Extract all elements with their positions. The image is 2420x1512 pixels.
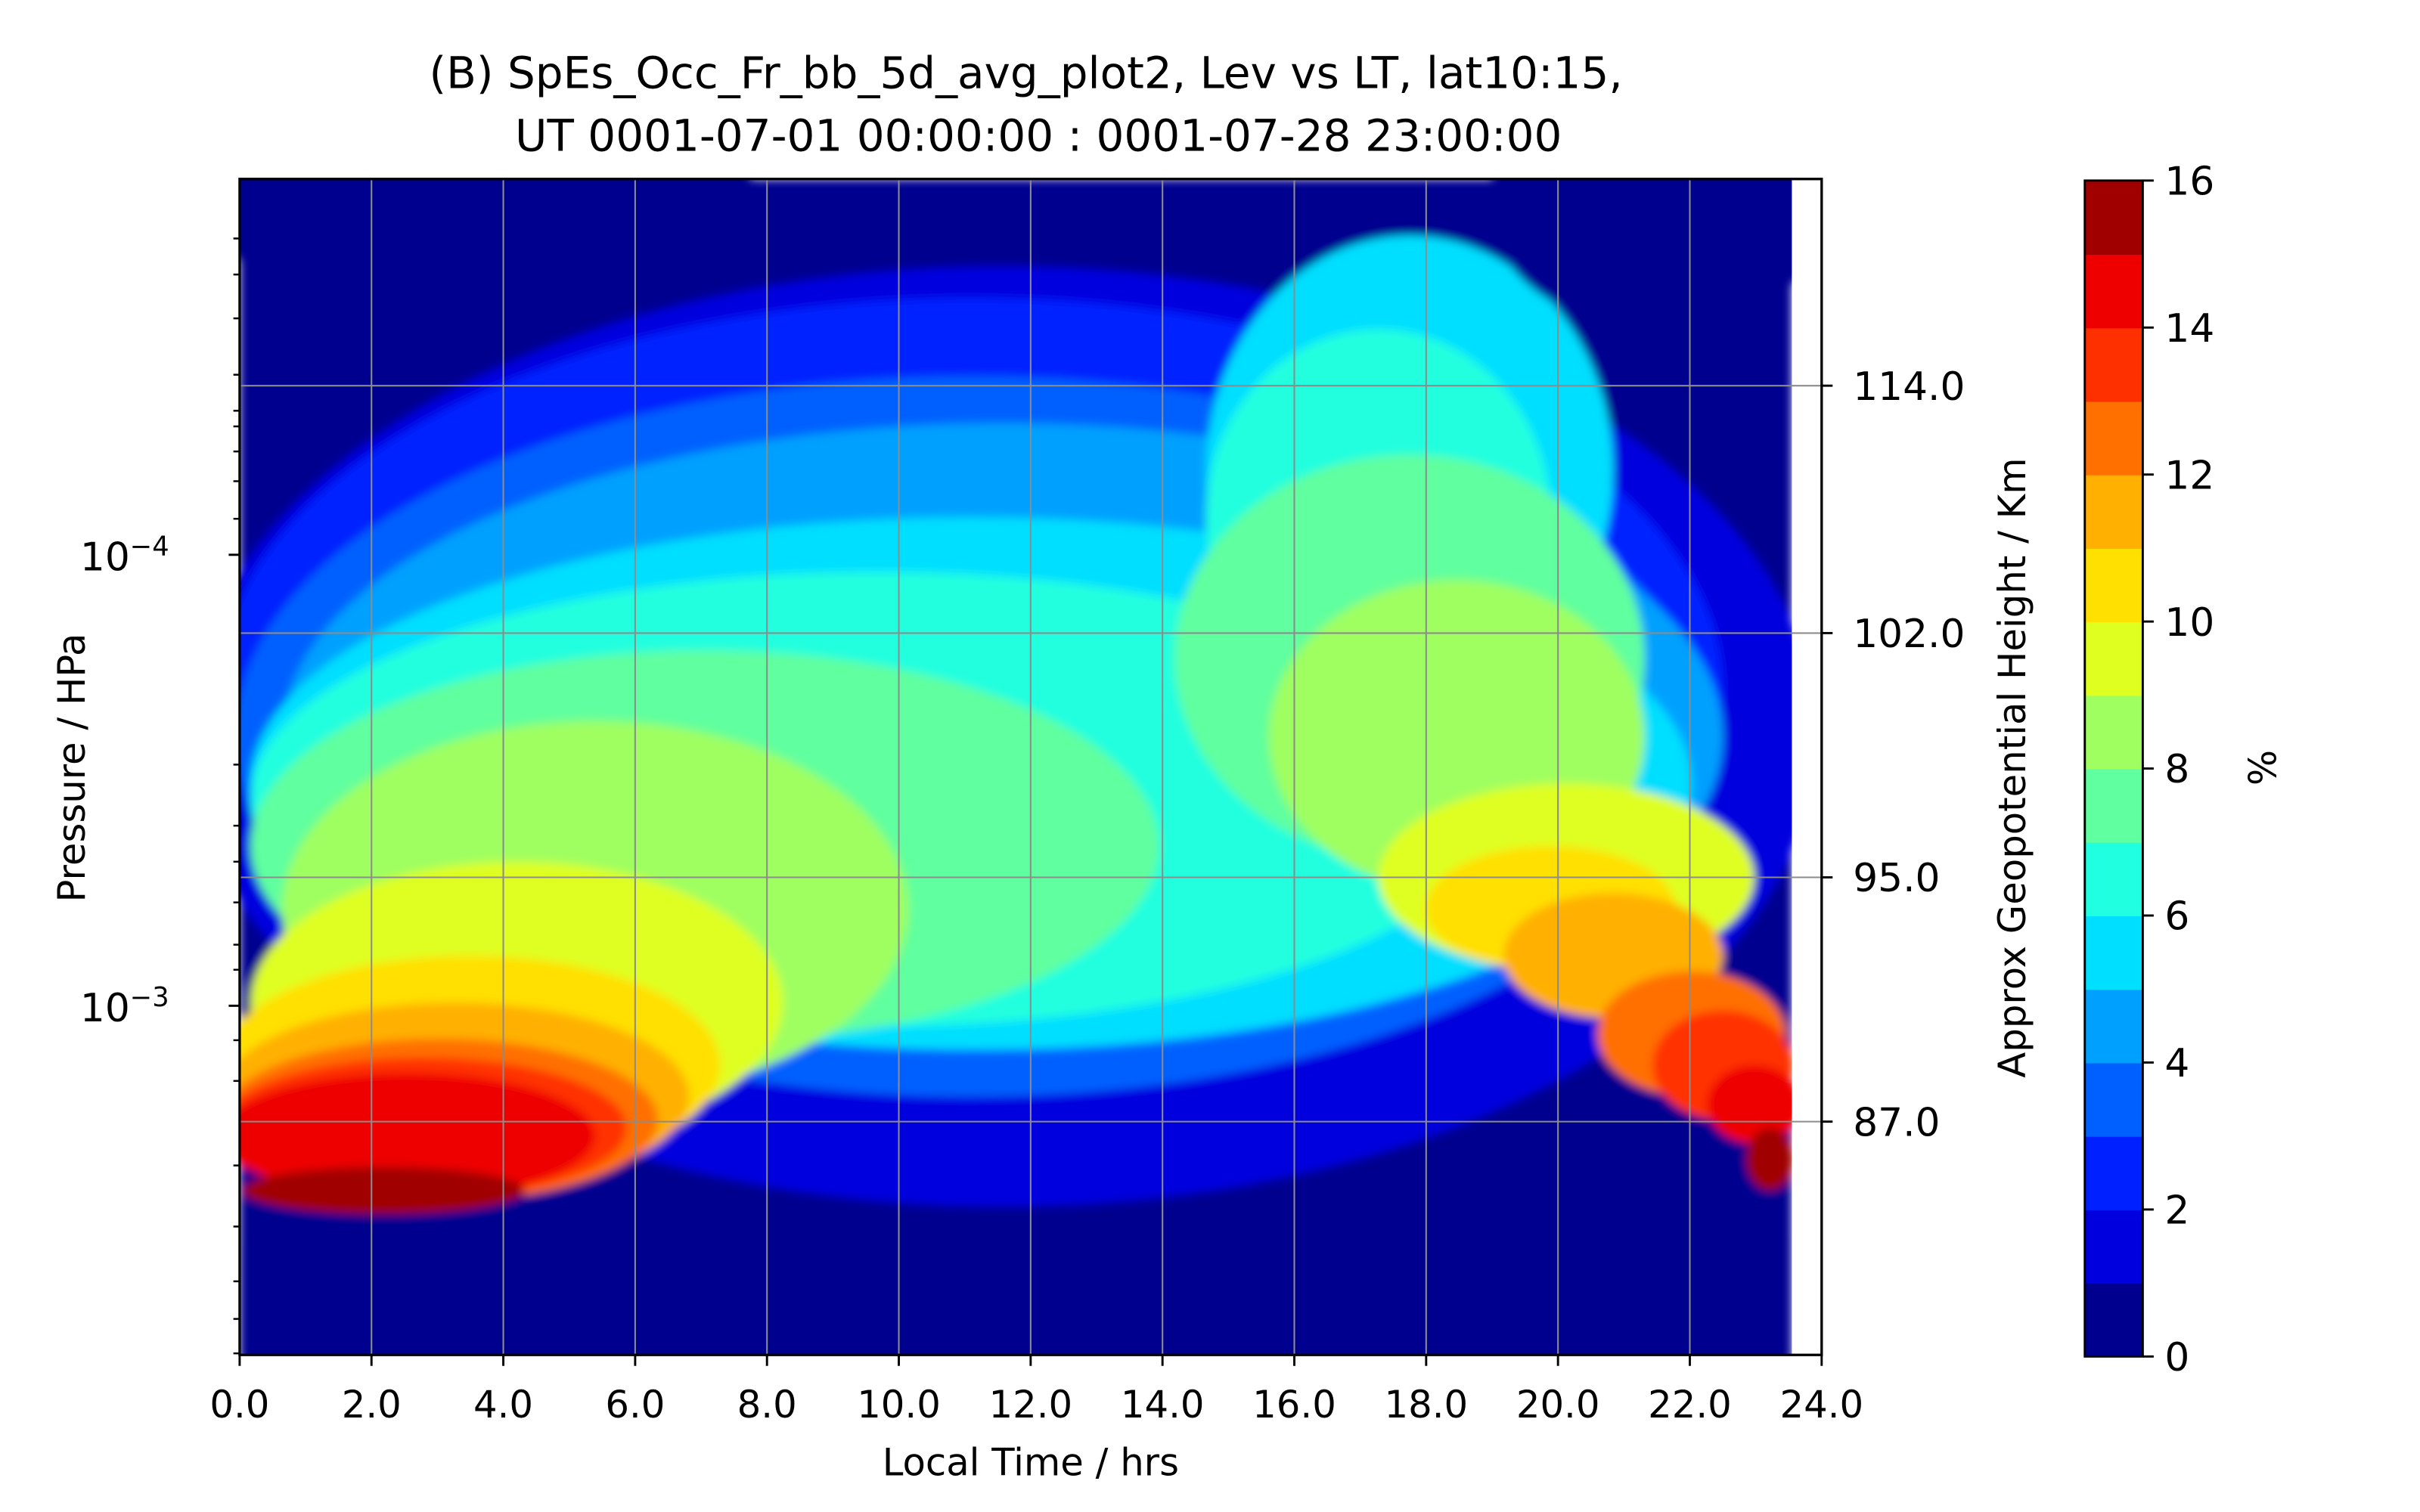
x-tick-label: 10.0 bbox=[857, 1383, 941, 1427]
colorbar-segment bbox=[2084, 254, 2143, 329]
contour-level-14 bbox=[1707, 1065, 1792, 1144]
field-top-band bbox=[239, 178, 752, 314]
contour-field bbox=[239, 178, 1792, 1356]
colorbar-tick-label: 6 bbox=[2164, 894, 2189, 940]
chart-title-line1: (B) SpEs_Occ_Fr_bb_5d_avg_plot2, Lev vs … bbox=[430, 48, 1623, 99]
field-top-band bbox=[1488, 178, 1792, 330]
x-axis-label: Local Time / hrs bbox=[883, 1441, 1179, 1485]
colorbar-tick-label: 12 bbox=[2164, 453, 2214, 498]
colorbar-segment bbox=[2084, 474, 2143, 549]
colorbar-segment bbox=[2084, 621, 2143, 696]
contour-level-14 bbox=[239, 1073, 595, 1199]
x-tick-label: 24.0 bbox=[1779, 1383, 1863, 1427]
colorbar-segment bbox=[2084, 547, 2143, 623]
colorbar-segment bbox=[2084, 1283, 2143, 1358]
colorbar-segment bbox=[2084, 841, 2143, 917]
x-tick-label: 14.0 bbox=[1121, 1383, 1205, 1427]
contour-level-15 bbox=[1746, 1127, 1792, 1191]
colorbar-tick-label: 2 bbox=[2164, 1188, 2189, 1234]
x-tick-label: 20.0 bbox=[1516, 1383, 1600, 1427]
colorbar-label: % bbox=[2241, 750, 2285, 785]
x-tick-label: 12.0 bbox=[989, 1383, 1073, 1427]
colorbar-segment bbox=[2084, 1062, 2143, 1137]
colorbar-segment bbox=[2084, 768, 2143, 843]
chart-title-line2: UT 0001-07-01 00:00:00 : 0001-07-28 23:0… bbox=[515, 110, 1562, 161]
colorbar-segment bbox=[2084, 1209, 2143, 1284]
colorbar-tick-label: 0 bbox=[2164, 1335, 2189, 1380]
y2-tick-label: 95.0 bbox=[1853, 856, 1940, 901]
y-tick-label-1e-3: 10−3 bbox=[80, 982, 169, 1032]
colorbar-segment bbox=[2084, 989, 2143, 1064]
y2-tick-label: 114.0 bbox=[1853, 364, 1965, 410]
y2-axis-label: Approx Geopotential Height / Km bbox=[1990, 457, 2034, 1077]
contour-level-15 bbox=[243, 1167, 525, 1214]
colorbar-segment bbox=[2084, 695, 2143, 770]
colorbar-segment bbox=[2084, 401, 2143, 476]
x-tick-label: 6.0 bbox=[605, 1383, 665, 1427]
colorbar-tick-label: 4 bbox=[2164, 1041, 2189, 1086]
colorbar: 0 2 4 6 8 10 12 14 16 bbox=[2083, 159, 2214, 1380]
x-tick-label: 4.0 bbox=[473, 1383, 533, 1427]
y2-tick-label: 102.0 bbox=[1853, 612, 1965, 657]
y-axis-left: 10−4 10−3 bbox=[80, 237, 240, 1355]
grid-lines bbox=[239, 178, 1822, 1356]
colorbar-segment bbox=[2084, 916, 2143, 990]
colorbar-tick-label: 8 bbox=[2164, 747, 2189, 792]
x-tick-label: 16.0 bbox=[1252, 1383, 1336, 1427]
y-axis-label: Pressure / HPa bbox=[50, 634, 94, 903]
colorbar-tick-label: 16 bbox=[2164, 159, 2214, 204]
no-data-strip bbox=[1792, 178, 1822, 1356]
field-bottom-band bbox=[239, 1237, 1792, 1356]
colorbar-tick-label: 10 bbox=[2164, 600, 2214, 646]
x-tick-label: 8.0 bbox=[737, 1383, 797, 1427]
y2-tick-label: 87.0 bbox=[1853, 1100, 1940, 1145]
x-tick-label: 0.0 bbox=[209, 1383, 269, 1427]
colorbar-tick-label: 14 bbox=[2164, 306, 2214, 352]
x-tick-label: 18.0 bbox=[1385, 1383, 1469, 1427]
y-axis-right: 114.0 102.0 95.0 87.0 bbox=[1821, 364, 1965, 1145]
x-axis: 0.0 2.0 4.0 6.0 8.0 10.0 12.0 14.0 16.0 18.0 20.0 2… bbox=[209, 1355, 1863, 1427]
colorbar-segment bbox=[2084, 1136, 2143, 1210]
colorbar-segment bbox=[2084, 180, 2143, 256]
x-tick-label: 2.0 bbox=[342, 1383, 402, 1427]
colorbar-segment bbox=[2084, 327, 2143, 402]
x-tick-label: 22.0 bbox=[1648, 1383, 1732, 1427]
y-tick-label-1e-4: 10−4 bbox=[80, 531, 169, 581]
